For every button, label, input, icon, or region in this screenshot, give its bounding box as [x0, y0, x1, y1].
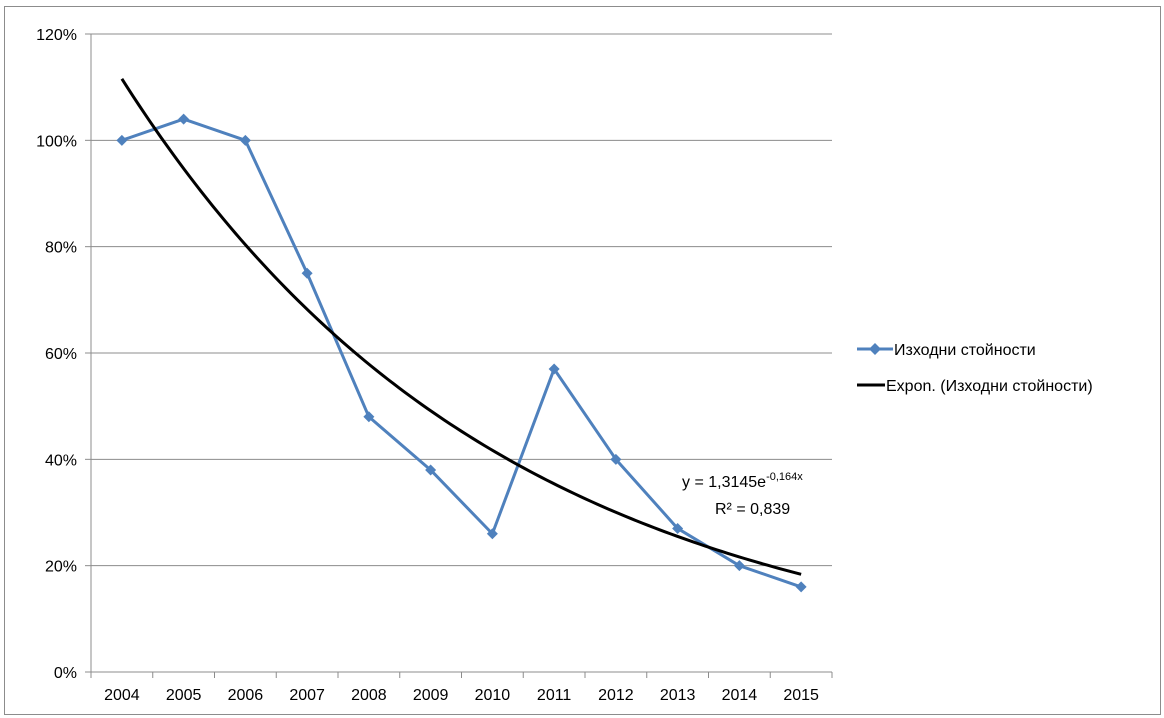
- axes: [85, 33, 833, 678]
- legend-item-trendline: Expon. (Изходни стойности): [857, 378, 1093, 395]
- y-tick-label: 20%: [45, 559, 77, 576]
- data-point-marker: [733, 560, 745, 572]
- data-point-marker: [548, 363, 560, 375]
- y-axis-tick-labels: 0% 20% 40% 60% 80% 100% 120%: [36, 27, 77, 682]
- legend-label-trendline: Expon. (Изходни стойности): [886, 378, 1093, 395]
- x-tick-label: 2010: [475, 687, 511, 704]
- legend: Изходни стойности Expon. (Изходни стойно…: [857, 342, 1093, 395]
- trendline-equation-text: y = 1,3145e-0,164x: [682, 471, 803, 491]
- legend-item-series: Изходни стойности: [857, 342, 1036, 359]
- x-tick-label: 2005: [166, 687, 202, 704]
- gridlines: [91, 33, 832, 567]
- data-series: [116, 113, 807, 593]
- y-tick-label: 40%: [45, 452, 77, 469]
- x-tick-label: 2006: [228, 687, 264, 704]
- equation-prefix: y = 1,3145e: [682, 474, 766, 491]
- r-squared-text: R² = 0,839: [715, 501, 790, 518]
- x-tick-label: 2011: [537, 687, 572, 704]
- data-point-marker: [486, 528, 498, 540]
- y-tick-label: 60%: [45, 346, 77, 363]
- x-tick-label: 2007: [289, 687, 325, 704]
- x-tick-label: 2004: [104, 687, 140, 704]
- x-axis-tick-labels: 2004 2005 2006 2007 2008 2009 2010 2011 2012 2013…: [104, 687, 819, 704]
- y-tick-label: 0%: [54, 665, 77, 682]
- equation-exponent: -0,164x: [766, 471, 803, 483]
- trendline-curve: [120, 78, 802, 576]
- trendline: [120, 78, 802, 576]
- data-point-marker: [116, 134, 128, 146]
- data-point-marker: [672, 522, 684, 534]
- chart-area: 0% 20% 40% 60% 80% 100% 120% 2004 2005 2006 2007 2…: [4, 6, 1161, 715]
- y-tick-label: 120%: [36, 27, 77, 44]
- y-tick-label: 100%: [36, 133, 77, 150]
- x-tick-label: 2013: [660, 687, 696, 704]
- legend-marker-diamond: [869, 343, 881, 355]
- data-point-marker: [301, 267, 313, 279]
- x-tick-label: 2015: [783, 687, 819, 704]
- x-tick-label: 2008: [351, 687, 387, 704]
- data-point-marker: [425, 464, 437, 476]
- line-chart: 0%20%40%60%80%100%120% 2004 2005 2006 2007 2…: [36, 27, 1093, 704]
- data-point-marker: [610, 453, 622, 465]
- legend-label-series: Изходни стойности: [894, 342, 1036, 359]
- data-point-marker: [363, 411, 375, 423]
- data-point-marker: [239, 134, 251, 146]
- x-tick-label: 2009: [413, 687, 449, 704]
- x-tick-label: 2014: [722, 687, 758, 704]
- y-tick-label: 80%: [45, 240, 77, 257]
- data-point-marker: [795, 581, 807, 593]
- data-point-marker: [178, 113, 190, 125]
- x-tick-label: 2012: [598, 687, 634, 704]
- series-line: [121, 117, 802, 589]
- trendline-equation: y = 1,3145e-0,164x R² = 0,839: [682, 471, 803, 518]
